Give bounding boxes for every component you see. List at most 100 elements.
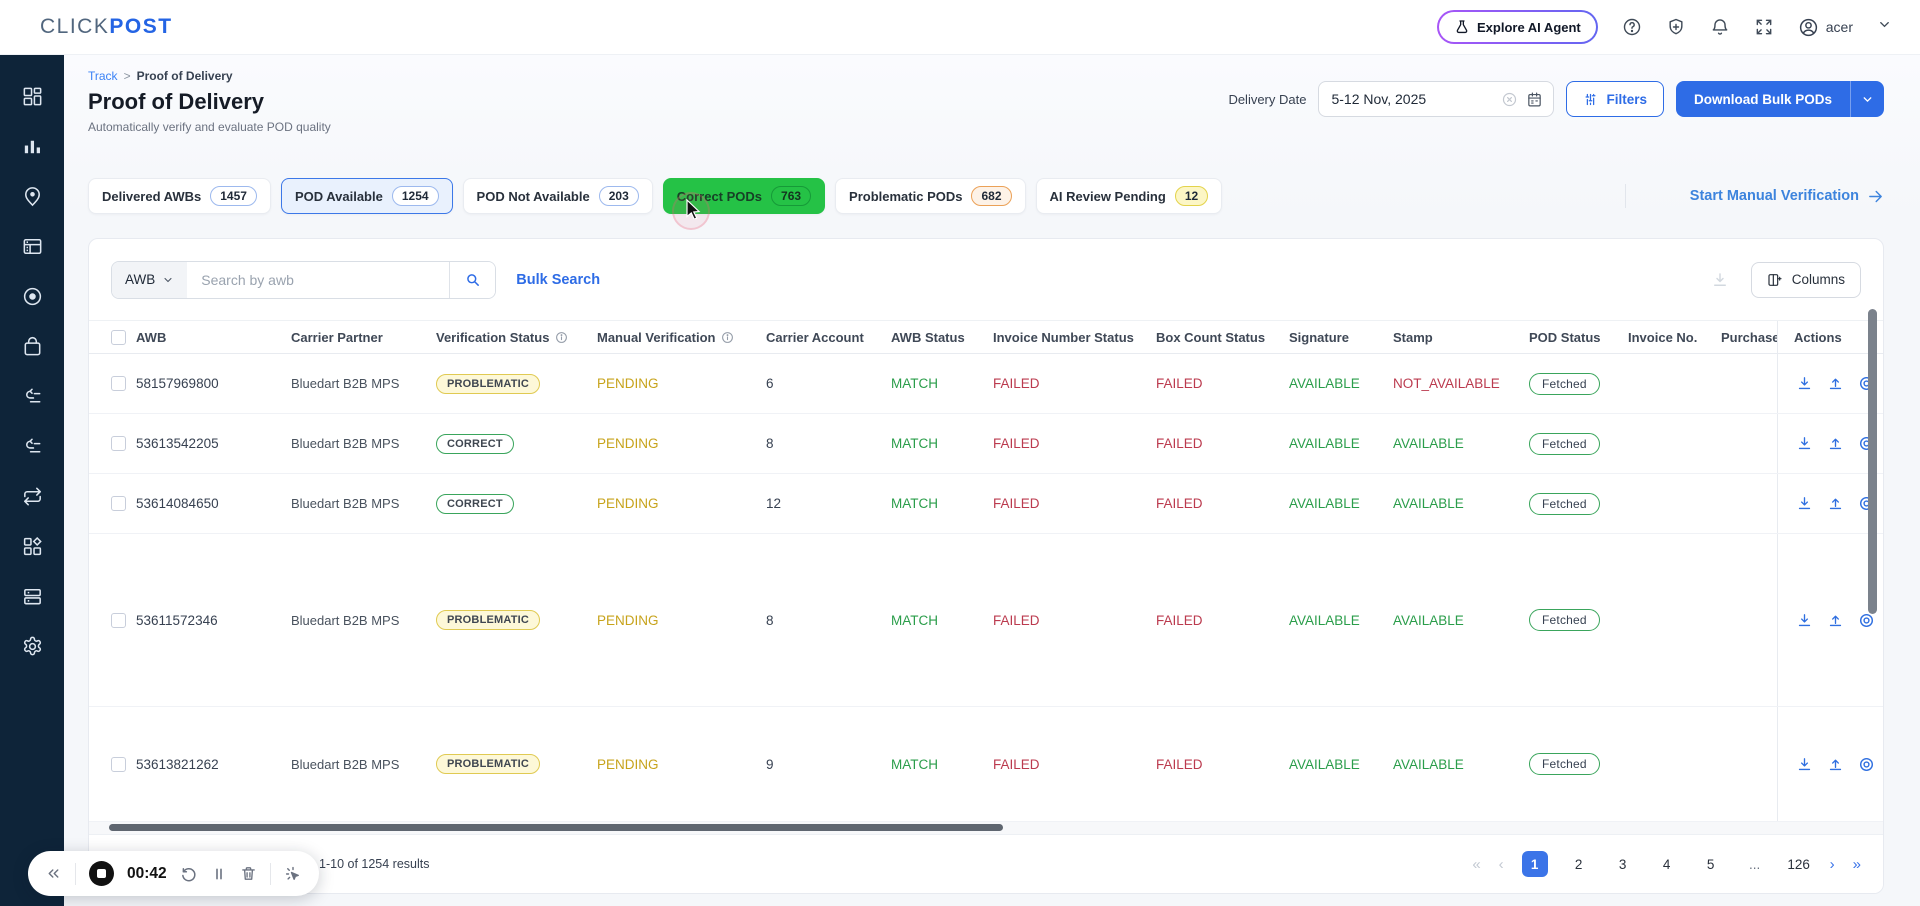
fullscreen-icon[interactable]: [1754, 17, 1774, 37]
page-button-2[interactable]: 2: [1574, 856, 1583, 872]
restart-recording-icon[interactable]: [180, 865, 198, 883]
search-button[interactable]: [449, 261, 496, 298]
upload-pod-icon[interactable]: [1825, 754, 1846, 775]
next-page-button[interactable]: ›: [1829, 855, 1835, 873]
awb-status-value: MATCH: [891, 496, 938, 511]
help-icon[interactable]: [1622, 17, 1642, 37]
row-checkbox[interactable]: [111, 612, 126, 628]
upload-pod-icon[interactable]: [1825, 433, 1846, 454]
sidebar-item-settings-icon[interactable]: [0, 621, 64, 671]
column-header-awb-status[interactable]: AWB Status: [891, 329, 965, 345]
view-pod-icon[interactable]: [1856, 610, 1877, 631]
upload-pod-icon[interactable]: [1825, 493, 1846, 514]
search-input[interactable]: [187, 261, 450, 298]
download-pod-icon[interactable]: [1794, 754, 1815, 775]
clear-date-icon[interactable]: [1501, 91, 1518, 108]
sidebar-item-tracking-icon[interactable]: [0, 171, 64, 221]
column-header-signature[interactable]: Signature: [1289, 329, 1349, 345]
delivery-date-label: Delivery Date: [1228, 91, 1307, 107]
column-header-invoice-no[interactable]: Invoice No.: [1628, 329, 1698, 345]
start-manual-verification-link[interactable]: Start Manual Verification: [1636, 188, 1884, 205]
sidebar-item-dashboard-icon[interactable]: [0, 71, 64, 121]
column-header-carrier-partner[interactable]: Carrier Partner: [291, 329, 383, 345]
column-header-carrier-account[interactable]: Carrier Account: [766, 329, 864, 345]
page-button-4[interactable]: 4: [1662, 856, 1671, 872]
row-checkbox[interactable]: [111, 436, 126, 451]
calendar-icon[interactable]: [1526, 91, 1543, 108]
filters-button[interactable]: Filters: [1566, 81, 1664, 117]
column-header-pod-status[interactable]: POD Status: [1529, 329, 1601, 345]
collapse-toolbar-icon[interactable]: [45, 865, 62, 882]
page-button-5[interactable]: 5: [1706, 856, 1715, 872]
row-checkbox[interactable]: [111, 376, 126, 391]
download-options-caret[interactable]: [1850, 81, 1884, 117]
columns-button[interactable]: Columns: [1750, 261, 1861, 298]
delivery-date-input[interactable]: 5-12 Nov, 2025: [1318, 81, 1555, 117]
sidebar-item-disc-icon[interactable]: [0, 271, 64, 321]
info-icon[interactable]: [721, 331, 734, 344]
filters-label: Filters: [1606, 91, 1647, 107]
column-header-stamp[interactable]: Stamp: [1393, 329, 1433, 345]
logo-text-post: POST: [109, 15, 173, 38]
page-button-3[interactable]: 3: [1618, 856, 1627, 872]
delete-recording-icon[interactable]: [240, 865, 257, 882]
tab-label: Correct PODs: [676, 188, 763, 204]
select-all-checkbox[interactable]: [111, 329, 126, 345]
shield-icon[interactable]: [1666, 17, 1686, 37]
notifications-bell-icon[interactable]: [1710, 17, 1730, 37]
upload-pod-icon[interactable]: [1825, 373, 1846, 394]
column-header-awb[interactable]: AWB: [136, 329, 167, 345]
tab-correct-pods[interactable]: Correct PODs 763: [662, 178, 826, 214]
breadcrumb-track[interactable]: Track: [88, 69, 118, 83]
previous-page-button[interactable]: ‹: [1498, 855, 1504, 873]
info-icon[interactable]: [555, 331, 568, 344]
stop-recording-button[interactable]: [89, 861, 114, 886]
page-button-1[interactable]: 1: [1521, 851, 1548, 877]
explore-ai-agent-button[interactable]: Explore AI Agent: [1437, 10, 1598, 44]
tab-pod-not-available[interactable]: POD Not Available 203: [462, 178, 653, 214]
tab-ai-review-pending[interactable]: AI Review Pending 12: [1035, 178, 1223, 214]
last-page-button[interactable]: »: [1852, 855, 1861, 873]
search-category-dropdown[interactable]: AWB: [112, 261, 188, 298]
page-button-126[interactable]: 126: [1787, 856, 1810, 872]
sidebar-item-analytics-icon[interactable]: [0, 121, 64, 171]
box-count-status-value: FAILED: [1156, 436, 1203, 451]
download-pod-icon[interactable]: [1794, 493, 1815, 514]
click-highlight-icon[interactable]: [284, 865, 302, 883]
row-checkbox[interactable]: [111, 496, 126, 511]
chevron-down-icon[interactable]: [1877, 17, 1892, 37]
first-page-button[interactable]: «: [1472, 855, 1481, 873]
integrations-icon: [21, 535, 44, 558]
row-checkbox[interactable]: [111, 756, 126, 772]
upload-pod-icon[interactable]: [1825, 610, 1846, 631]
sidebar-item-bag-icon[interactable]: [0, 321, 64, 371]
vertical-scrollbar-thumb[interactable]: [1868, 309, 1877, 614]
horizontal-scrollbar-thumb[interactable]: [109, 824, 1003, 831]
download-pod-icon[interactable]: [1794, 373, 1815, 394]
bulk-search-link[interactable]: Bulk Search: [516, 271, 601, 288]
page-title: Proof of Delivery: [88, 89, 265, 114]
tab-pod-available[interactable]: POD Available 1254: [280, 178, 453, 214]
stamp-value: AVAILABLE: [1393, 612, 1464, 628]
download-pod-icon[interactable]: [1794, 610, 1815, 631]
sidebar-item-workflow-icon[interactable]: [0, 421, 64, 471]
column-header-box-count-status[interactable]: Box Count Status: [1156, 329, 1266, 345]
view-pod-icon[interactable]: [1856, 754, 1877, 775]
sidebar-item-integrations-icon[interactable]: [0, 521, 64, 571]
column-header-purchase[interactable]: Purchase: [1721, 329, 1777, 345]
pause-recording-icon[interactable]: [211, 866, 227, 882]
awb-value: 53611572346: [136, 612, 218, 628]
tab-count-badge: 12: [1174, 186, 1209, 206]
sidebar-item-returns-icon[interactable]: [0, 371, 64, 421]
column-header-invoice-number-status[interactable]: Invoice Number Status: [993, 329, 1134, 345]
sidebar-item-orders-icon[interactable]: [0, 221, 64, 271]
download-bulk-pods-button[interactable]: Download Bulk PODs: [1675, 81, 1884, 117]
user-menu[interactable]: acer: [1798, 17, 1853, 38]
download-pod-icon[interactable]: [1794, 433, 1815, 454]
tab-problematic-pods[interactable]: Problematic PODs 682: [835, 178, 1026, 214]
tab-delivered-awbs[interactable]: Delivered AWBs 1457: [88, 178, 271, 214]
column-header-manual-verification[interactable]: Manual Verification: [597, 329, 716, 345]
sidebar-item-billing-icon[interactable]: [0, 571, 64, 621]
sidebar-item-sync-icon[interactable]: [0, 471, 64, 521]
column-header-verification-status[interactable]: Verification Status: [436, 329, 550, 345]
